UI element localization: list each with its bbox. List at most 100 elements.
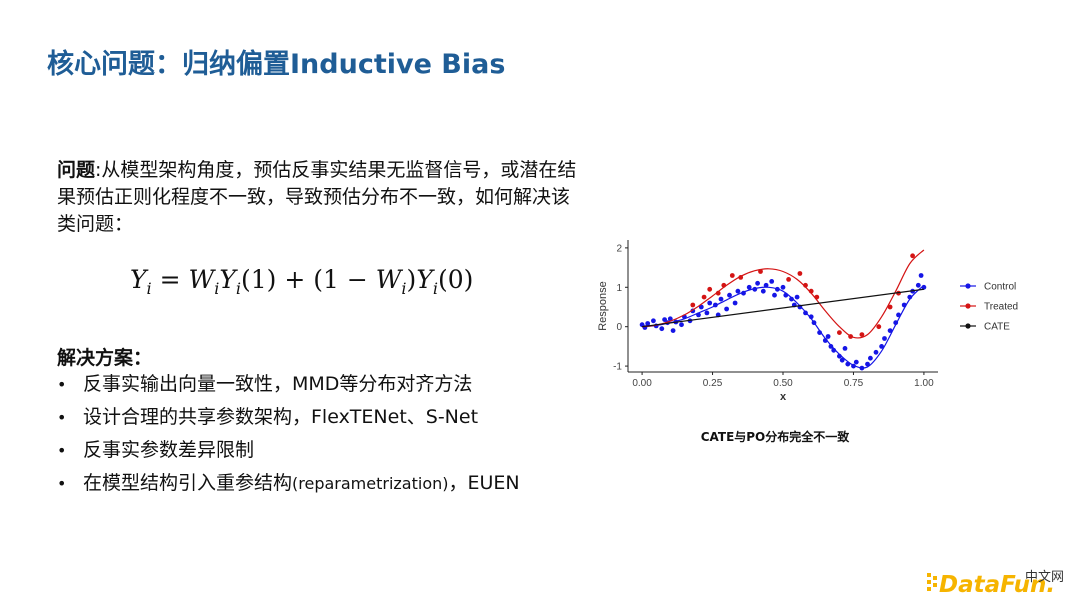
x-tick-label-1: 0.25 <box>703 378 723 389</box>
control-point-14 <box>696 312 701 318</box>
control-point-18 <box>713 302 718 308</box>
solution-heading: 解决方案： <box>57 347 153 369</box>
control-point-25 <box>746 284 752 290</box>
treated-point-10 <box>803 282 808 288</box>
x-tick-label-3: 0.75 <box>844 378 864 389</box>
control-point-23 <box>735 288 741 294</box>
control-point-21 <box>727 292 732 298</box>
control-point-31 <box>775 286 780 292</box>
control-point-44 <box>837 353 842 359</box>
control-point-19 <box>718 296 724 302</box>
treated-point-2 <box>707 286 713 292</box>
y-axis-label: Response <box>597 281 609 331</box>
control-point-28 <box>760 288 766 294</box>
y-tick-label-1: 0 <box>616 322 622 333</box>
control-point-5 <box>659 326 665 332</box>
treated-point-5 <box>729 273 735 278</box>
control-point-16 <box>704 310 710 316</box>
control-point-29 <box>763 282 769 288</box>
control-point-63 <box>921 284 927 290</box>
control-point-40 <box>817 330 822 335</box>
treated-point-15 <box>859 332 865 337</box>
control-point-34 <box>789 296 794 302</box>
x-axis-label: x <box>780 391 787 403</box>
control-point-47 <box>851 363 856 369</box>
control-point-50 <box>865 361 870 367</box>
treated-point-6 <box>738 275 744 280</box>
control-point-49 <box>859 365 865 371</box>
treated-point-12 <box>814 294 820 300</box>
control-point-67 <box>772 292 777 298</box>
y-tick-label-0: -1 <box>613 362 622 373</box>
solution-item-1: 反事实输出向量一致性，MMD等分布对齐方法 <box>57 371 520 404</box>
control-point-39 <box>811 320 817 326</box>
control-point-48 <box>853 359 859 365</box>
treated-point-7 <box>758 269 763 274</box>
treated-legend-label: Treated <box>984 302 1018 313</box>
cate-legend-label: CATE <box>984 322 1010 333</box>
figure-caption: CATE与PO分布完全不一致 <box>700 430 850 444</box>
control-point-26 <box>752 286 758 292</box>
control-point-8 <box>670 328 676 333</box>
control-point-22 <box>732 300 738 306</box>
control-point-58 <box>901 302 907 308</box>
control-point-46 <box>845 361 851 367</box>
x-tick-label-0: 0.00 <box>632 378 652 389</box>
control-point-32 <box>780 284 786 290</box>
problem-text: :从模型架构角度，预估反事实结果无监督信号，或潜在结果预估正则化程度不一致，导致… <box>57 159 577 235</box>
control-point-62 <box>918 273 924 278</box>
x-tick-label-4: 1.00 <box>914 378 934 389</box>
control-point-3 <box>651 318 656 324</box>
control-point-64 <box>842 346 848 351</box>
slide-title: 核心问题：归纳偏置Inductive Bias <box>47 49 506 80</box>
datafun-logo: DataFun. <box>927 572 1055 598</box>
treated-point-3 <box>715 290 721 296</box>
logo-wordmark: DataFun. <box>939 572 1055 598</box>
control-point-65 <box>825 334 831 339</box>
treated-line <box>642 249 925 339</box>
control-point-35 <box>794 294 800 300</box>
control-point-53 <box>879 344 884 349</box>
control-point-56 <box>893 320 899 326</box>
control-point-30 <box>769 279 775 284</box>
treated-point-4 <box>721 282 727 288</box>
treated-point-13 <box>837 330 842 335</box>
control-point-37 <box>803 310 808 316</box>
logo-dots-icon <box>927 573 937 591</box>
control-point-24 <box>741 290 746 296</box>
treated-point-1 <box>701 294 707 300</box>
control-point-38 <box>808 314 814 320</box>
solution-list: 反事实输出向量一致性，MMD等分布对齐方法 设计合理的共享参数架构，FlexTE… <box>57 371 520 503</box>
solution-item-4: 在模型结构引入重参结构(reparametrization)，EUEN <box>57 470 520 503</box>
cate-line <box>642 288 924 328</box>
control-point-17 <box>707 300 713 306</box>
response-chart: 0.00 0.25 0.50 0.75 1.00 -1 0 1 2 x Response Contro… <box>597 240 1018 403</box>
x-tick-label-2: 0.50 <box>773 378 793 389</box>
control-point-41 <box>822 338 828 343</box>
control-legend-label: Control <box>984 282 1016 293</box>
control-point-51 <box>868 355 873 361</box>
treated-point-16 <box>876 324 882 330</box>
control-point-54 <box>882 336 887 341</box>
control-point-59 <box>907 294 913 300</box>
control-point-33 <box>783 292 789 298</box>
y-tick-label-2: 1 <box>616 283 622 294</box>
control-point-43 <box>831 347 837 353</box>
treated-point-17 <box>887 304 893 310</box>
control-point-27 <box>755 280 760 286</box>
solution-item-2: 设计合理的共享参数架构，FlexTENet、S-Net <box>57 404 520 437</box>
potential-outcome-formula: Yi = WiYi(1) + (1 − Wi)Yi(0) <box>130 265 474 298</box>
y-tick-label-3: 2 <box>616 243 622 254</box>
treated-point-0 <box>690 302 696 308</box>
control-point-57 <box>896 312 901 318</box>
treated-point-14 <box>848 334 853 339</box>
control-point-20 <box>724 306 729 312</box>
control-point-42 <box>828 344 834 349</box>
solution-item-3: 反事实参数差异限制 <box>57 437 520 470</box>
control-point-55 <box>887 328 893 333</box>
control-point-52 <box>873 349 879 355</box>
treated-point-8 <box>786 277 791 282</box>
control-point-69 <box>662 317 667 322</box>
problem-label: 问题 <box>57 159 96 181</box>
control-line <box>642 284 925 369</box>
